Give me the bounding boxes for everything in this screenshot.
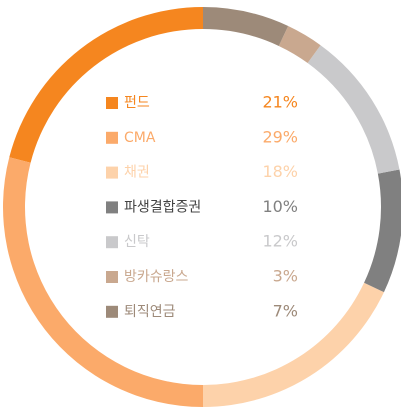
legend-label: 신탁 — [124, 234, 150, 250]
legend-label: CMA — [124, 130, 156, 146]
value-label: 3% — [273, 267, 298, 286]
legend-swatch — [106, 131, 118, 144]
donut-segment — [364, 169, 401, 293]
donut-segment — [9, 7, 203, 163]
donut-segment — [278, 26, 321, 63]
legend-swatch — [106, 305, 118, 318]
value-label: 10% — [262, 197, 298, 216]
donut-segment — [203, 282, 384, 407]
donut-segment — [307, 45, 400, 174]
legend-label: 파생결합증권 — [124, 199, 201, 215]
value-label: 21% — [262, 93, 298, 112]
donut-segment — [2, 157, 204, 407]
legend-label: 퇴직연금 — [124, 304, 176, 320]
legend-label: 채권 — [124, 165, 150, 181]
legend-swatch — [106, 97, 118, 109]
legend-label: 펀드 — [124, 95, 150, 111]
legend-swatch — [106, 236, 118, 249]
legend-swatch — [106, 166, 118, 179]
value-label: 18% — [262, 162, 298, 181]
value-label: 12% — [262, 232, 298, 251]
legend-label: 방카슈랑스 — [124, 269, 189, 285]
value-label: 29% — [262, 127, 298, 146]
donut-segment — [203, 7, 289, 46]
legend-swatch — [106, 271, 118, 283]
legend-swatch — [106, 201, 118, 214]
value-label: 7% — [273, 301, 298, 320]
